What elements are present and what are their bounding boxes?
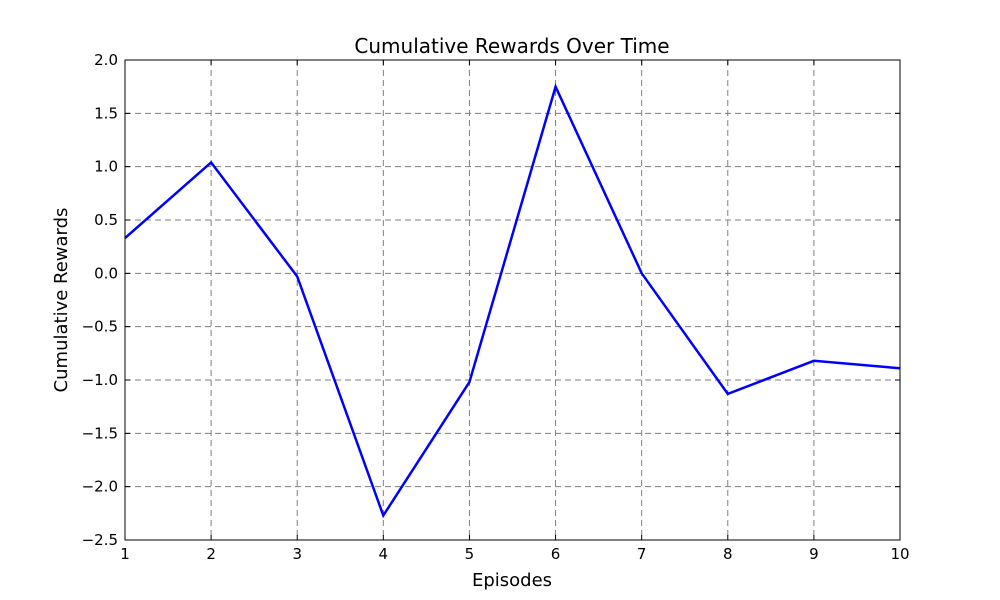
y-tick-label: −2.0 xyxy=(82,478,118,496)
y-tick-label: 0.5 xyxy=(94,211,118,229)
y-tick-labels: −2.5 −2.0 −1.5 −1.0 −0.5 0.0 0.5 1.0 1.5 2.0 xyxy=(82,51,118,549)
x-tick-label: 4 xyxy=(379,545,389,563)
tick-marks xyxy=(124,59,901,541)
y-tick-label: 1.0 xyxy=(94,158,118,176)
x-tick-label: 9 xyxy=(809,545,819,563)
x-tick-label: 3 xyxy=(292,545,302,563)
x-tick-label: 10 xyxy=(890,545,909,563)
x-tick-label: 2 xyxy=(206,545,216,563)
x-tick-labels: 1 2 3 4 5 6 7 8 9 10 xyxy=(120,545,909,563)
x-tick-label: 1 xyxy=(120,545,130,563)
x-tick-label: 6 xyxy=(551,545,561,563)
y-tick-label: 0.0 xyxy=(94,264,118,282)
x-tick-label: 8 xyxy=(723,545,733,563)
x-tick-label: 7 xyxy=(637,545,647,563)
grid xyxy=(125,60,900,540)
x-tick-label: 5 xyxy=(465,545,475,563)
y-tick-label: −1.0 xyxy=(82,371,118,389)
y-axis-title: Cumulative Rewards xyxy=(51,208,72,393)
chart-title: Cumulative Rewards Over Time xyxy=(354,34,669,58)
y-tick-label: −0.5 xyxy=(82,318,118,336)
y-tick-label: 1.5 xyxy=(94,104,118,122)
plot-frame xyxy=(124,59,901,541)
series-layer xyxy=(124,83,901,519)
y-tick-label: 2.0 xyxy=(94,51,118,69)
series-line xyxy=(124,83,901,519)
y-tick-label: −2.5 xyxy=(82,531,118,549)
y-tick-label: −1.5 xyxy=(82,424,118,442)
x-axis-title: Episodes xyxy=(472,570,552,591)
